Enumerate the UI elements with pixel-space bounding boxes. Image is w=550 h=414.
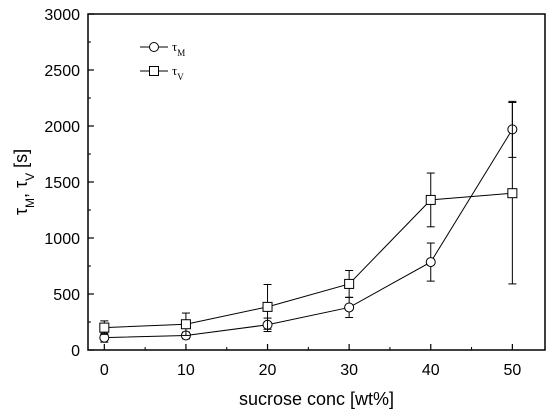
data-point bbox=[507, 188, 518, 199]
legend-symbol: τ bbox=[172, 39, 177, 54]
x-tick-label: 10 bbox=[177, 362, 195, 379]
data-point bbox=[344, 278, 355, 289]
y-tick-label: 1000 bbox=[44, 231, 80, 248]
legend-subscript: M bbox=[177, 48, 185, 58]
x-tick-label: 0 bbox=[100, 362, 109, 379]
legend-marker bbox=[149, 66, 159, 76]
legend-label: τV bbox=[172, 63, 184, 82]
legend-label: τM bbox=[172, 39, 185, 58]
series-line bbox=[104, 129, 513, 339]
legend-symbol: τ bbox=[172, 63, 177, 78]
series-layer bbox=[99, 100, 518, 343]
data-point bbox=[344, 302, 355, 313]
y-axis-title-unit: [s] bbox=[11, 149, 31, 173]
y-axis-title-subscript-1: M bbox=[23, 198, 37, 208]
y-axis-title-symbol-1: τ bbox=[11, 208, 31, 215]
x-tick-label: 30 bbox=[340, 362, 358, 379]
legend-subscript: V bbox=[177, 72, 184, 82]
y-tick-label: 0 bbox=[71, 343, 80, 360]
legend-item: τM bbox=[140, 39, 185, 58]
plot-frame bbox=[87, 13, 546, 351]
data-point bbox=[262, 301, 273, 312]
series-v bbox=[99, 101, 518, 336]
data-point bbox=[99, 322, 110, 333]
y-tick-label: 1500 bbox=[44, 175, 80, 192]
data-point bbox=[180, 319, 191, 330]
x-tick-label: 20 bbox=[259, 362, 277, 379]
x-tick-label: 40 bbox=[422, 362, 440, 379]
x-tick-label: 50 bbox=[503, 362, 521, 379]
y-tick-label: 500 bbox=[53, 287, 80, 304]
x-axis-title: sucrose conc [wt%] bbox=[239, 389, 394, 409]
legend-marker bbox=[149, 42, 159, 52]
y-axis-title-subscript-2: V bbox=[23, 173, 37, 181]
data-point bbox=[425, 257, 436, 268]
series-line bbox=[104, 192, 513, 329]
y-axis-title: τM, τV [s] bbox=[11, 149, 37, 215]
y-axis-title-symbol-2: , τ bbox=[11, 181, 31, 198]
y-tick-label: 3000 bbox=[44, 7, 80, 24]
data-point bbox=[425, 194, 436, 205]
y-tick-label: 2500 bbox=[44, 63, 80, 80]
series-m bbox=[99, 100, 518, 343]
legend-item: τV bbox=[140, 63, 184, 82]
y-tick-label: 2000 bbox=[44, 119, 80, 136]
